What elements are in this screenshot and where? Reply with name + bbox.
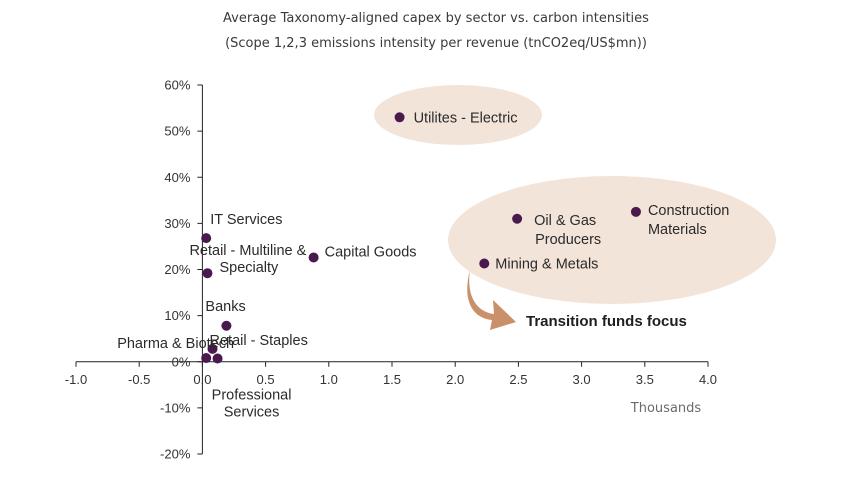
point-it-services [201, 233, 212, 244]
point-utilites-electric [394, 112, 405, 123]
x-tick-label: -1.0 [65, 372, 87, 387]
x-tick-label: 3.5 [636, 372, 654, 387]
curved-arrow-icon [467, 270, 516, 330]
point-capital-goods [308, 252, 319, 263]
x-tick-label: 3.0 [573, 372, 591, 387]
point-label-retail-multiline-and-specialty: Retail - Multiline & [189, 243, 306, 259]
y-tick-label: 40% [164, 170, 190, 185]
y-tick-label: 10% [164, 308, 190, 323]
point-construction-materials [630, 206, 641, 217]
x-tick-label: 2.0 [446, 372, 464, 387]
point-label-oil-and-gas-producers: Producers [535, 232, 601, 248]
point-label-capital-goods: Capital Goods [325, 245, 417, 261]
x-tick-label: 2.5 [509, 372, 527, 387]
y-tick-label: -10% [160, 400, 191, 415]
y-tick-label: 30% [164, 216, 190, 231]
point-label-construction-materials: Materials [648, 222, 707, 238]
y-tick-label: -20% [160, 447, 191, 462]
point-banks [221, 320, 232, 331]
point-label-banks: Banks [205, 299, 245, 315]
point-retail-staples [207, 343, 218, 354]
x-tick-label: 1.0 [320, 372, 338, 387]
y-tick-label: 50% [164, 124, 190, 139]
x-axis-unit-label: Thousands [630, 401, 702, 416]
x-tick-label: 1.5 [383, 372, 401, 387]
point-label-professional-services: Services [224, 405, 280, 421]
transition-focus-highlight-region [448, 176, 776, 304]
y-tick-label: 20% [164, 262, 190, 277]
point-label-utilites-electric: Utilites - Electric [414, 110, 518, 126]
x-tick-label: 0.0 [193, 372, 211, 387]
point-retail-multiline-and-specialty [202, 268, 213, 279]
x-tick-label: 4.0 [699, 372, 717, 387]
y-tick-label: 0% [172, 354, 191, 369]
y-tick-label: 60% [164, 78, 190, 93]
point-label-it-services: IT Services [210, 212, 282, 228]
point-label-pharma-and-biotech: Pharma & Biotech [117, 336, 234, 352]
point-label-construction-materials: Construction [648, 203, 729, 219]
point-mining-and-metals [479, 258, 490, 269]
point-label-oil-and-gas-producers: Oil & Gas [534, 213, 596, 229]
chart-title: Average Taxonomy-aligned capex by sector… [223, 11, 649, 26]
point-label-mining-and-metals: Mining & Metals [495, 257, 598, 273]
point-label-professional-services: Professional [212, 388, 292, 404]
chart-subtitle: (Scope 1,2,3 emissions intensity per rev… [225, 36, 647, 51]
point-pharma-and-biotech [201, 353, 212, 364]
x-tick-label: 0.5 [257, 372, 275, 387]
transition-funds-focus-annotation: Transition funds focus [526, 313, 687, 330]
point-label-retail-staples: Retail - Staples [210, 333, 308, 349]
point-label-retail-multiline-and-specialty: Specialty [219, 260, 279, 276]
point-oil-and-gas-producers [512, 213, 523, 224]
point-professional-services [212, 353, 223, 364]
utilities-highlight-region [374, 85, 542, 145]
x-tick-label: -0.5 [128, 372, 150, 387]
